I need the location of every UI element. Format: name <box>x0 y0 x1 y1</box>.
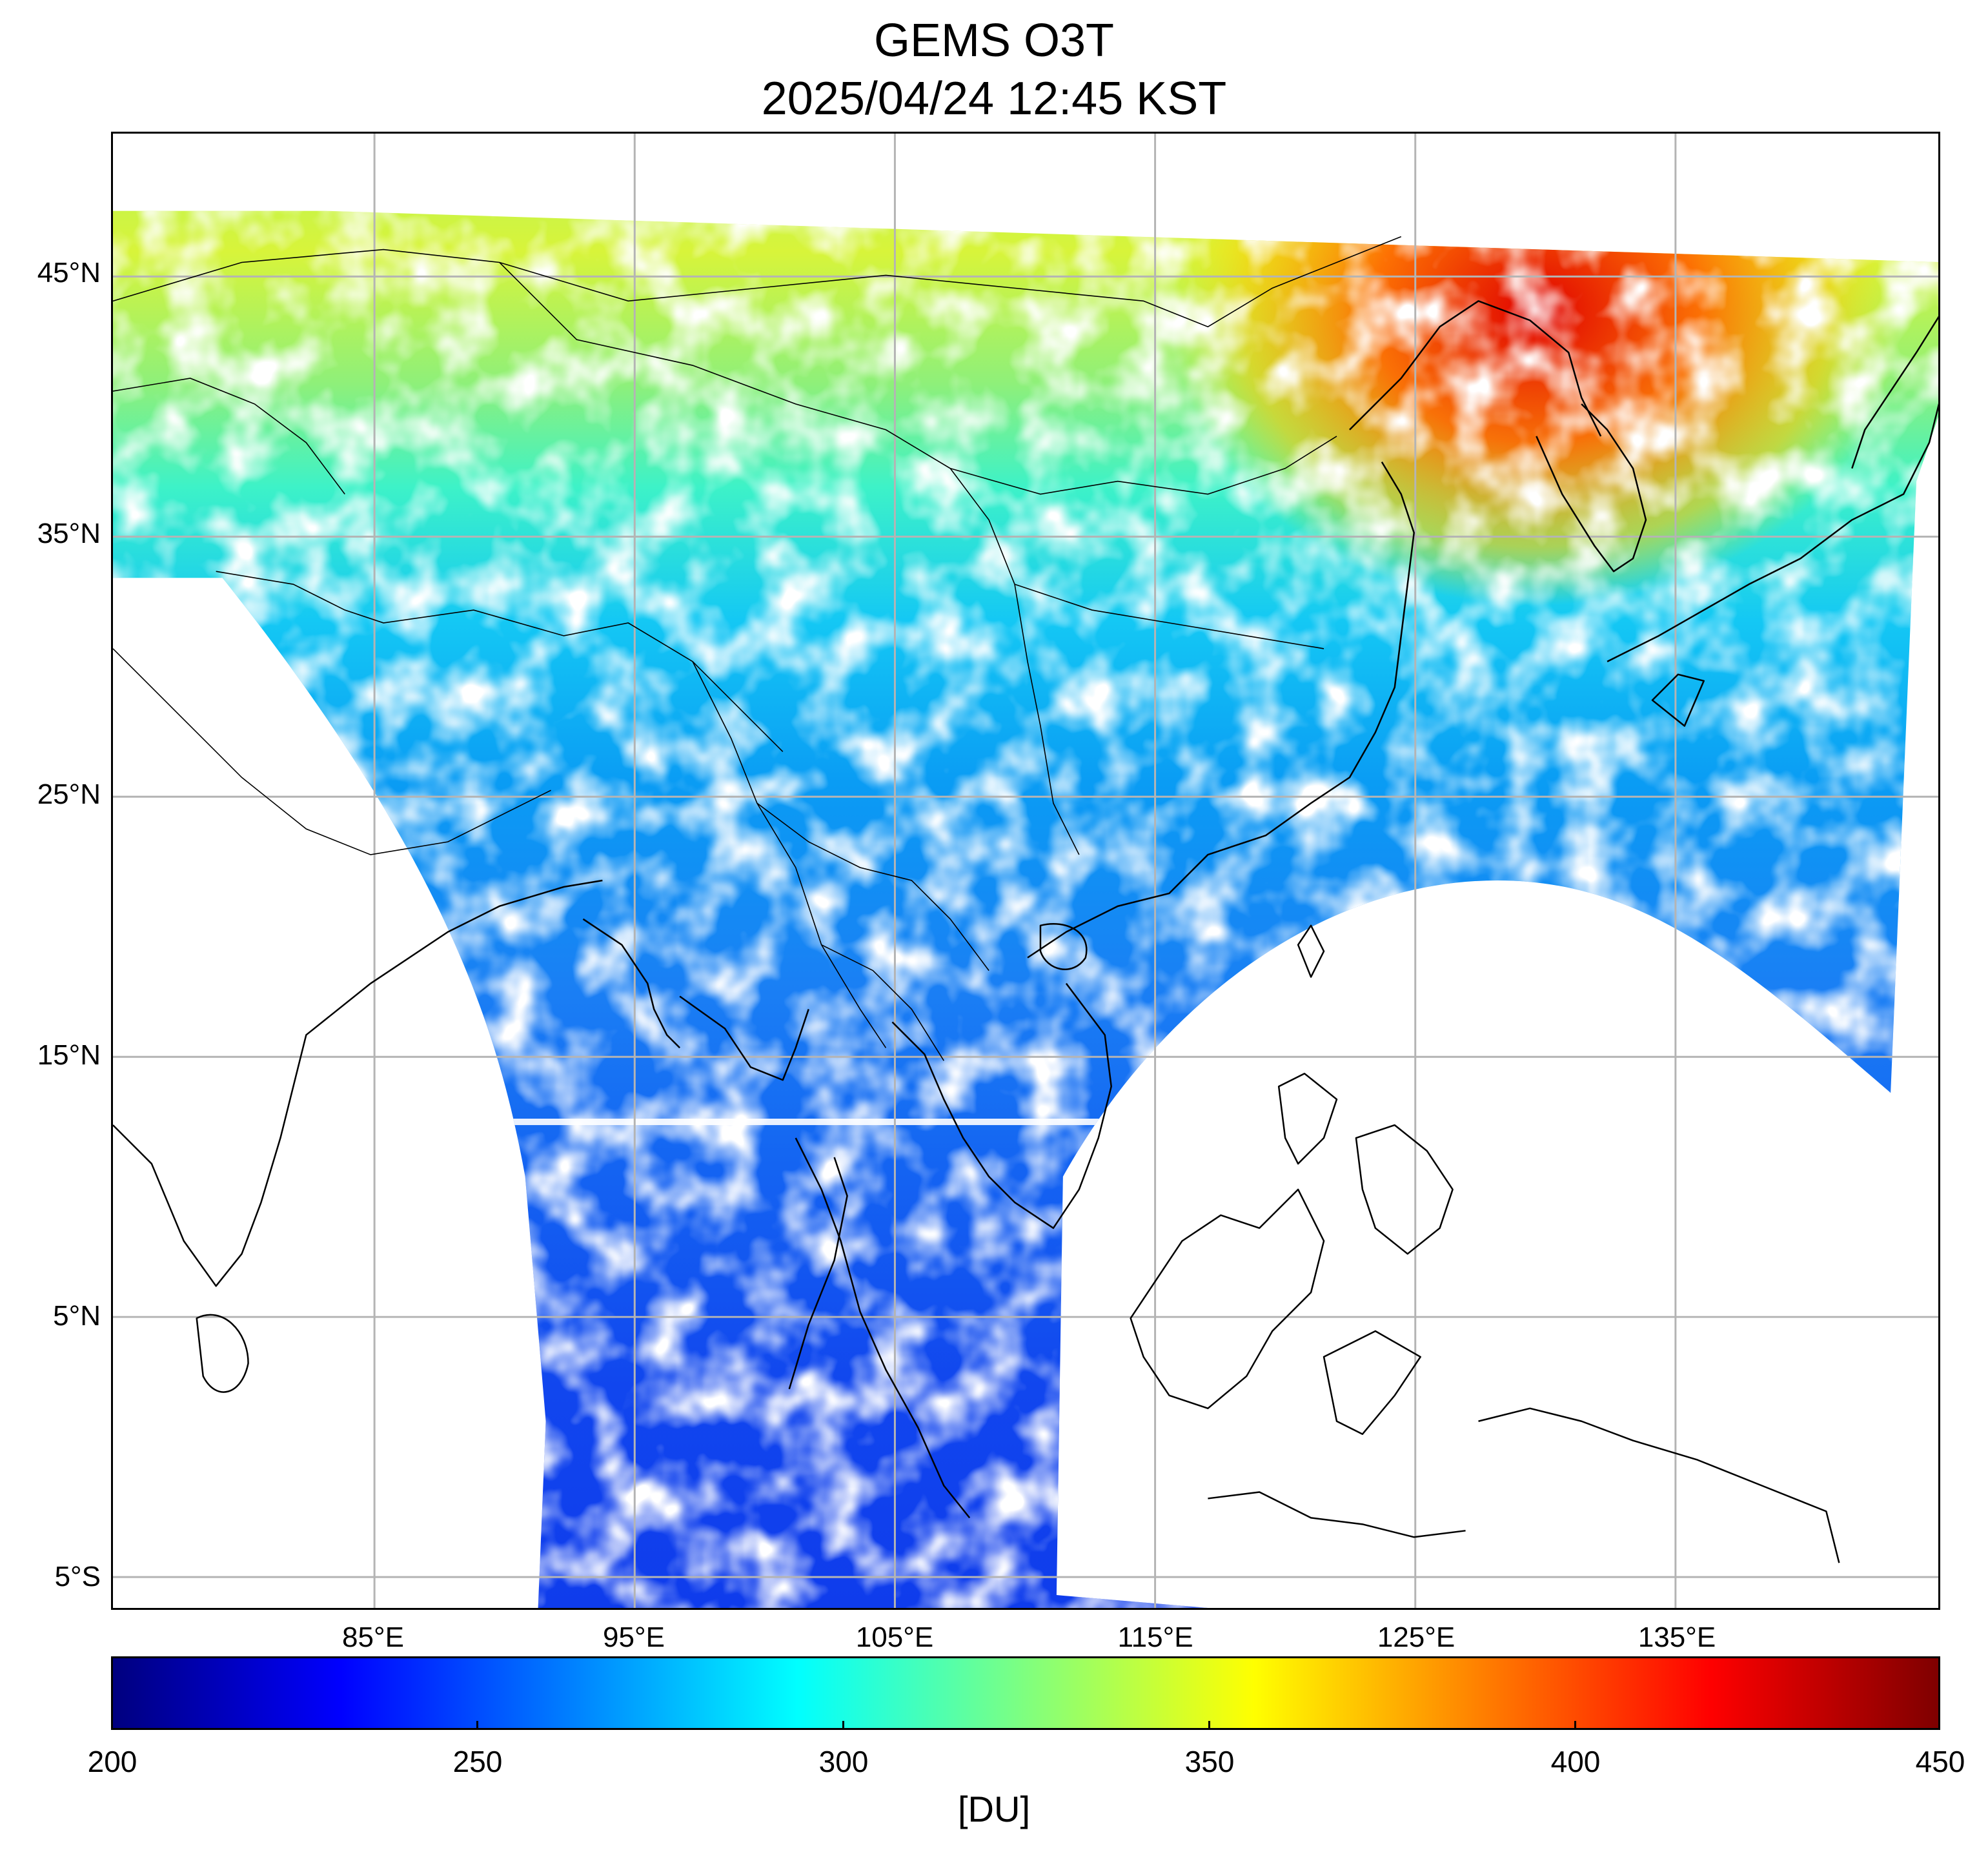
lat-label-35n: 35°N <box>37 518 101 549</box>
lon-label-115e: 115°E <box>1117 1621 1193 1653</box>
lat-label-5s: 5°S <box>54 1561 101 1592</box>
colorbar-tick-250: 250 <box>452 1745 503 1778</box>
map-timestamp: 2025/04/24 12:45 KST <box>761 73 1227 125</box>
map-title-block: GEMS O3T 2025/04/24 12:45 KST <box>0 12 1988 128</box>
colorbar-tick-200: 200 <box>87 1745 137 1778</box>
coastlines <box>113 300 1938 1563</box>
map-title: GEMS O3T <box>873 15 1115 66</box>
ozone-map <box>113 134 1938 1608</box>
colorbar-tickmark <box>111 1721 113 1730</box>
lon-label-125e: 125°E <box>1377 1621 1456 1653</box>
graticule <box>113 134 1938 1608</box>
colorbar-tickmark <box>842 1721 844 1730</box>
colorbar-tick-450: 450 <box>1915 1745 1965 1778</box>
colorbar-tick-300: 300 <box>818 1745 869 1778</box>
lon-label-135e: 135°E <box>1638 1621 1716 1653</box>
colorbar <box>111 1656 1940 1730</box>
colorbar-tickmark <box>1938 1721 1940 1730</box>
lon-label-95e: 95°E <box>603 1621 665 1653</box>
lat-label-5n: 5°N <box>53 1300 101 1332</box>
colorbar-tickmark <box>1208 1721 1210 1730</box>
lat-label-15n: 15°N <box>37 1039 101 1071</box>
colorbar-unit-label: [DU] <box>958 1789 1030 1829</box>
lon-label-85e: 85°E <box>342 1621 404 1653</box>
lon-label-105e: 105°E <box>855 1621 934 1653</box>
lat-label-25n: 25°N <box>37 778 101 810</box>
colorbar-tick-350: 350 <box>1184 1745 1235 1778</box>
lat-label-45n: 45°N <box>37 257 101 289</box>
colorbar-tick-400: 400 <box>1550 1745 1601 1778</box>
colorbar-tickmark <box>476 1721 478 1730</box>
ozone-swath <box>113 210 1938 1608</box>
map-frame[interactable] <box>111 132 1940 1610</box>
country-borders <box>113 236 1402 1061</box>
colorbar-tickmark <box>1574 1721 1576 1730</box>
